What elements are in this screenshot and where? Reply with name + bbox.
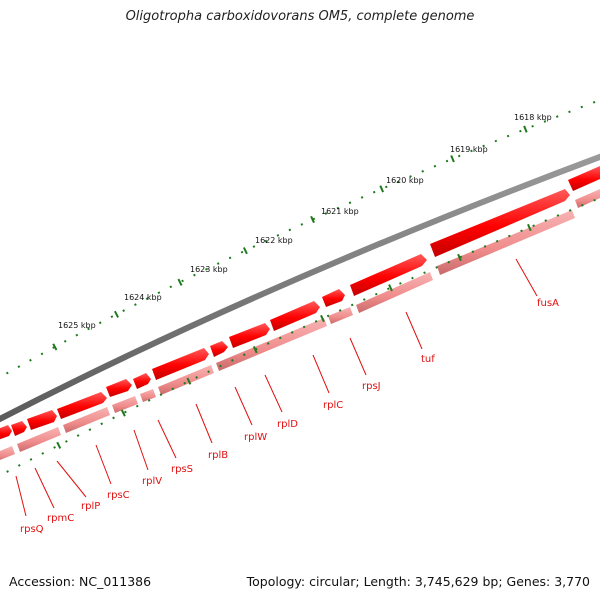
cds-segment-2 [437, 210, 575, 275]
callout-line-rplD [264, 374, 283, 413]
callout-line-rplC [312, 354, 330, 394]
gene-arrow-rplW [229, 323, 270, 348]
gene-label-rplC: rplC [323, 400, 343, 411]
scale-arc: 1618 kbp 1619 kbp 1620 kbp 1621 kbp 1622… [0, 99, 600, 379]
cds-segment-8 [112, 396, 138, 413]
cds-segment-10 [17, 427, 61, 452]
genome-backbone [0, 153, 600, 423]
major-tick-6 [379, 185, 385, 193]
inner-tick-7 [457, 253, 462, 262]
cds-segment-6 [158, 365, 214, 395]
gene-arrow-rplB [210, 341, 228, 357]
gene-labels: fusA tuf rpsJ rplC rplD rplW rplB rpsS r… [20, 298, 559, 535]
gene-arrow-tuf [430, 189, 570, 257]
gene-arrow-rpsJ [350, 254, 427, 296]
gene-label-rpsS: rpsS [171, 464, 193, 475]
gene-arrow-rplC [322, 289, 345, 307]
kbp-label-1622: 1622 kbp [255, 236, 293, 245]
major-tick-1 [52, 343, 58, 351]
cds-segment-3 [356, 272, 433, 313]
map-title: Oligotropha carboxidovorans OM5, complet… [125, 9, 475, 24]
kbp-label-1618: 1618 kbp [514, 113, 552, 122]
gene-callout-lines [15, 258, 538, 517]
gene-arrow-rpsS [152, 348, 209, 380]
kbp-label-1620: 1620 kbp [386, 176, 424, 185]
gene-arrow-rplD [270, 301, 320, 331]
gene-label-tuf: tuf [421, 354, 435, 365]
cds-segment-4 [328, 307, 353, 324]
gene-arrow-rpsC [106, 379, 132, 397]
gene-label-rpmC: rpmC [47, 513, 74, 524]
kbp-label-1619: 1619 kbp [450, 145, 488, 154]
gene-label-rpsQ: rpsQ [20, 524, 44, 535]
gene-arrow-partial [0, 425, 12, 440]
cds-segment-1 [575, 189, 600, 208]
cds-segment-11 [0, 446, 15, 460]
cds-segment-7 [140, 389, 156, 402]
gene-arrow-fusA [568, 166, 600, 191]
gene-label-fusA: fusA [537, 298, 559, 309]
inner-tick-2 [120, 409, 126, 417]
major-tick-5 [310, 215, 315, 224]
callout-line-rplB [195, 403, 213, 444]
kbp-label-1624: 1624 kbp [124, 293, 162, 302]
inner-tick-4 [252, 345, 258, 354]
inner-tick-3 [186, 377, 192, 385]
kbp-label-1625: 1625 kbp [58, 321, 96, 330]
kbp-label-1623: 1623 kbp [190, 265, 228, 274]
major-tick-3 [177, 278, 183, 286]
inner-tick-5 [320, 314, 325, 323]
gene-arrow-rpsQ [11, 421, 27, 436]
major-tick-7 [450, 155, 455, 163]
gene-label-rplD: rplD [277, 419, 298, 430]
inner-scale-ticks [56, 223, 532, 449]
gene-label-rpsC: rpsC [107, 490, 130, 501]
topology-text: Topology: circular; Length: 3,745,629 bp… [246, 574, 590, 589]
callout-line-rpmC [34, 467, 55, 509]
inner-tick-6 [388, 284, 393, 292]
callout-line-fusA [515, 258, 538, 297]
gene-track [0, 166, 600, 440]
callout-line-rplW [234, 386, 253, 426]
kbp-label-1621: 1621 kbp [321, 207, 359, 216]
gene-label-rplB: rplB [208, 450, 228, 461]
gene-arrow-rplV [133, 373, 151, 389]
gene-label-rplP: rplP [81, 501, 100, 512]
callout-line-rpsS [157, 419, 177, 459]
cds-segment-9 [63, 407, 110, 433]
callout-line-rpsC [95, 444, 112, 485]
callout-line-rpsJ [349, 337, 367, 376]
cds-track [0, 189, 600, 460]
gene-label-rplV: rplV [142, 476, 162, 487]
gene-label-rplW: rplW [244, 432, 267, 443]
gene-arrow-rplP [57, 392, 107, 419]
gene-arrow-rpmC [27, 410, 57, 430]
scale-major-ticks [52, 125, 528, 351]
scale-labels: 1618 kbp 1619 kbp 1620 kbp 1621 kbp 1622… [58, 113, 552, 330]
cds-segment-5 [216, 318, 327, 371]
inner-tick-8 [527, 223, 532, 232]
scale-dots [0, 99, 600, 379]
major-tick-8 [523, 125, 528, 133]
inner-tick-1 [56, 441, 62, 449]
major-tick-4 [242, 247, 248, 255]
major-tick-2 [114, 310, 119, 318]
callout-line-tuf [405, 311, 423, 350]
callout-line-rplP [56, 460, 87, 498]
gene-label-rpsJ: rpsJ [362, 381, 381, 392]
callout-line-rplV [133, 429, 149, 471]
callout-line-rpsQ [15, 475, 27, 517]
accession-text: Accession: NC_011386 [9, 574, 152, 589]
